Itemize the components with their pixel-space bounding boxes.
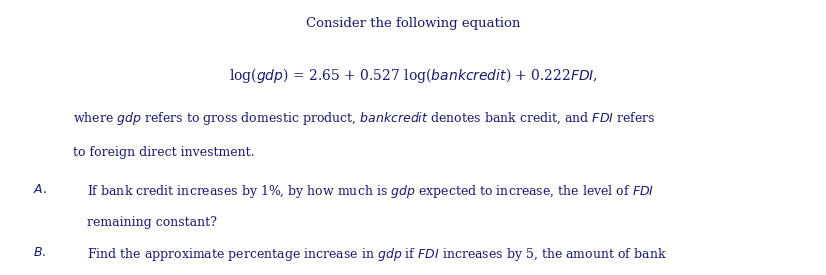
Text: to foreign direct investment.: to foreign direct investment. — [73, 146, 254, 159]
Text: Find the approximate percentage increase in $\mathit{gdp}$ if $\mathit{FDI}$ inc: Find the approximate percentage increase… — [87, 246, 667, 263]
Text: If bank credit increases by 1%, by how much is $\mathit{gdp}$ expected to increa: If bank credit increases by 1%, by how m… — [87, 183, 654, 200]
Text: remaining constant?: remaining constant? — [87, 216, 216, 229]
Text: $\mathit{A}$.: $\mathit{A}$. — [33, 183, 47, 196]
Text: $\mathit{B}$.: $\mathit{B}$. — [33, 246, 46, 259]
Text: log($gdp$) = 2.65 + 0.527 log($bankcredit$) + 0.222$FDI$,: log($gdp$) = 2.65 + 0.527 log($bankcredi… — [229, 66, 597, 85]
Text: Consider the following equation: Consider the following equation — [306, 16, 520, 29]
Text: where $\mathit{gdp}$ refers to gross domestic product, $\mathbf{\mathit{bankcred: where $\mathit{gdp}$ refers to gross dom… — [73, 110, 655, 127]
